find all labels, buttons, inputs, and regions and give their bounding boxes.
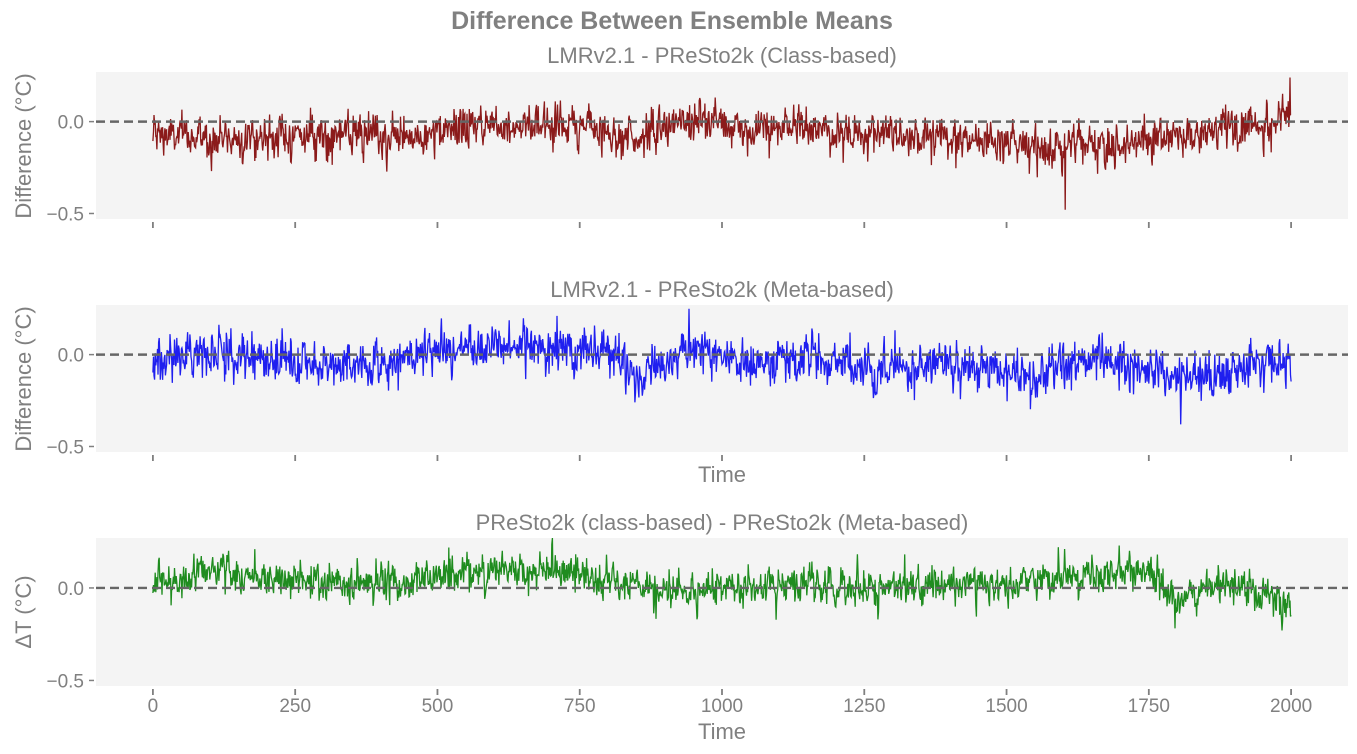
panel-2-title: LMRv2.1 - PReSto2k (Meta-based) [550,277,894,302]
xtick-label: 1500 [985,696,1027,717]
panel-2-series-line [152,308,1292,425]
panel-3-xticks: 0 250 500 750 1000 1250 1500 1750 2000 [148,689,1312,717]
panel-1-xticks [152,222,1292,228]
panel-3-yticks: 0.0 −0.5 [46,579,94,692]
ytick-label: −0.5 [46,204,84,225]
ytick-label: 0.0 [58,579,84,600]
panel-1: LMRv2.1 - PReSto2k (Class-based) Differe… [11,43,1348,228]
panel-2-xlabel: Time [698,462,746,487]
ytick-label: −0.5 [46,671,84,692]
ytick-label: −0.5 [46,437,84,458]
panel-3-title: PReSto2k (class-based) - PReSto2k (Meta-… [476,510,969,535]
xtick-label: 1000 [701,696,743,717]
xtick-label: 500 [422,696,454,717]
panel-3-series-line [152,537,1292,631]
panel-2: LMRv2.1 - PReSto2k (Meta-based) Differen… [11,277,1348,487]
panel-1-yticks: 0.0 −0.5 [46,113,94,225]
ytick-label: 0.0 [58,113,84,134]
xtick-label: 250 [279,696,311,717]
panel-3-background [96,538,1348,686]
panel-2-background [96,305,1348,452]
xtick-label: 2000 [1270,696,1312,717]
panel-2-yticks: 0.0 −0.5 [46,346,94,458]
panel-1-background [96,72,1348,219]
panel-3: PReSto2k (class-based) - PReSto2k (Meta-… [11,510,1348,744]
xtick-label: 1750 [1128,696,1170,717]
xtick-label: 0 [148,696,159,717]
xtick-label: 750 [564,696,596,717]
panel-3-ylabel: ΔT (°C) [11,575,36,648]
panel-1-series-line [152,77,1292,210]
figure-title: Difference Between Ensemble Means [451,7,893,35]
panel-2-xticks [152,455,1292,461]
ytick-label: 0.0 [58,346,84,367]
panel-3-xlabel: Time [698,719,746,744]
xtick-label: 1250 [843,696,885,717]
panel-1-ylabel: Difference (°C) [11,73,36,218]
panel-2-ylabel: Difference (°C) [11,306,36,451]
panel-1-title: LMRv2.1 - PReSto2k (Class-based) [547,43,897,68]
